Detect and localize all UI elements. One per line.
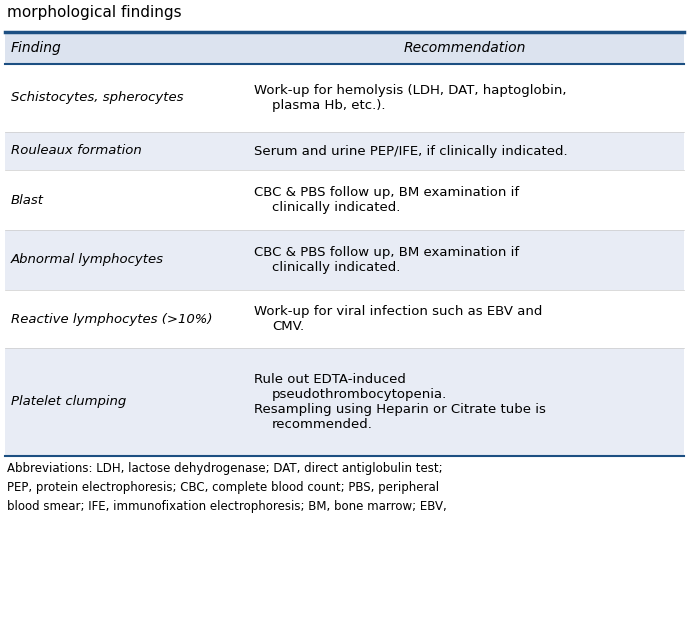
Text: Resampling using Heparin or Citrate tube is: Resampling using Heparin or Citrate tube…: [254, 403, 546, 416]
Bar: [5, 348, 684, 456]
Text: Rouleaux formation: Rouleaux formation: [11, 144, 141, 158]
Text: Reactive lymphocytes (>10%): Reactive lymphocytes (>10%): [11, 312, 213, 326]
Text: CBC & PBS follow up, BM examination if: CBC & PBS follow up, BM examination if: [254, 186, 519, 199]
Text: blood smear; IFE, immunofixation electrophoresis; BM, bone marrow; EBV,: blood smear; IFE, immunofixation electro…: [7, 500, 446, 513]
Bar: [5, 170, 684, 230]
Text: Schistocytes, spherocytes: Schistocytes, spherocytes: [11, 91, 184, 105]
Text: Finding: Finding: [11, 41, 61, 55]
Text: clinically indicated.: clinically indicated.: [272, 261, 400, 274]
Text: Recommendation: Recommendation: [404, 41, 526, 55]
Text: Serum and urine PEP/IFE, if clinically indicated.: Serum and urine PEP/IFE, if clinically i…: [254, 144, 568, 158]
Text: CBC & PBS follow up, BM examination if: CBC & PBS follow up, BM examination if: [254, 246, 519, 259]
Text: plasma Hb, etc.).: plasma Hb, etc.).: [272, 99, 386, 112]
Text: Work-up for hemolysis (LDH, DAT, haptoglobin,: Work-up for hemolysis (LDH, DAT, haptogl…: [254, 84, 566, 97]
Bar: [5, 230, 684, 290]
Text: CMV.: CMV.: [272, 320, 304, 333]
Text: Platelet clumping: Platelet clumping: [11, 396, 126, 408]
Bar: [5, 132, 684, 170]
Text: PEP, protein electrophoresis; CBC, complete blood count; PBS, peripheral: PEP, protein electrophoresis; CBC, compl…: [7, 481, 439, 494]
Text: Work-up for viral infection such as EBV and: Work-up for viral infection such as EBV …: [254, 305, 542, 318]
Bar: [5, 290, 684, 348]
Text: pseudothrombocytopenia.: pseudothrombocytopenia.: [272, 388, 447, 401]
Text: Blast: Blast: [11, 193, 44, 207]
Text: recommended.: recommended.: [272, 418, 373, 430]
Text: Rule out EDTA-induced: Rule out EDTA-induced: [254, 374, 406, 386]
Bar: [5, 64, 684, 132]
Text: Abnormal lymphocytes: Abnormal lymphocytes: [11, 253, 164, 266]
Text: clinically indicated.: clinically indicated.: [272, 201, 400, 214]
Text: Abbreviations: LDH, lactose dehydrogenase; DAT, direct antiglobulin test;: Abbreviations: LDH, lactose dehydrogenas…: [7, 462, 442, 475]
Bar: [5, 32, 684, 64]
Text: morphological findings: morphological findings: [7, 5, 181, 20]
